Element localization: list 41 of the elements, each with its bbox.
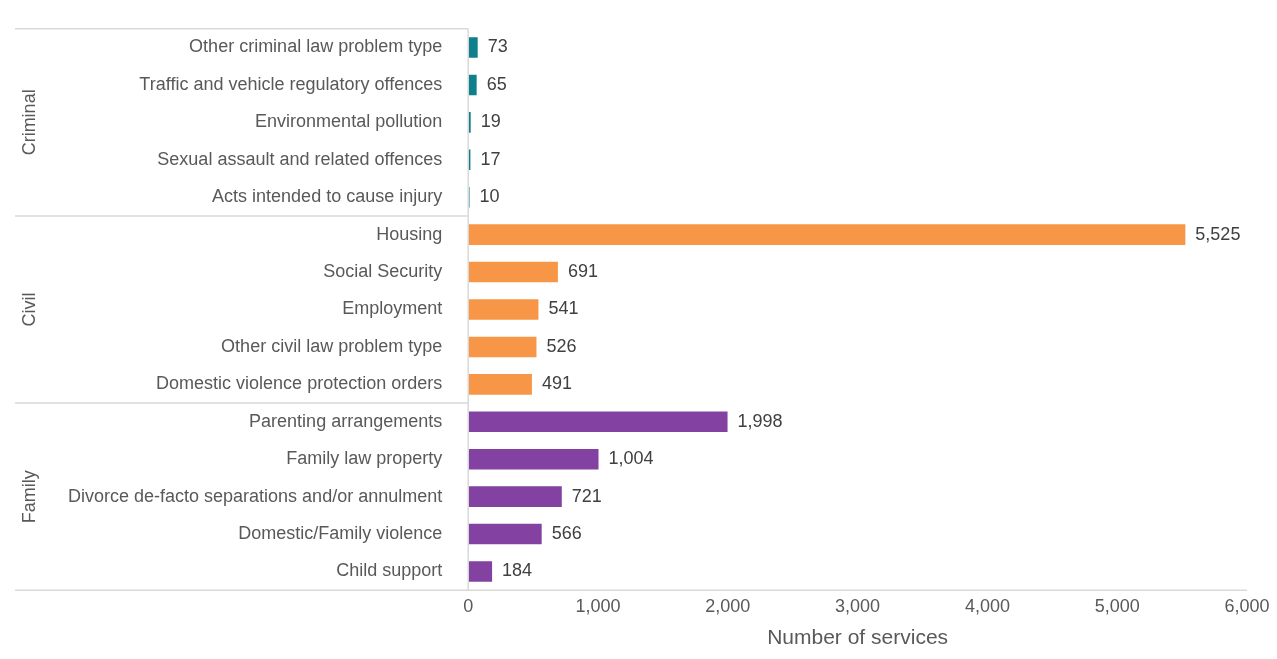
data-label: 73	[487, 36, 508, 57]
data-label: 491	[541, 373, 572, 394]
y-tick-label: Family law property	[286, 448, 443, 469]
y-tick-label: Traffic and vehicle regulatory offences	[139, 73, 443, 94]
data-label: 19	[480, 111, 501, 132]
y-tick-label: Child support	[336, 560, 443, 581]
text: Civil	[18, 292, 39, 327]
y-tick-label: Social Security	[323, 261, 443, 282]
data-label: 721	[571, 485, 602, 506]
x-tick-label: 4,000	[964, 595, 1010, 616]
x-tick-label: 0	[463, 595, 474, 616]
y-tick-label: Divorce de-facto separations and/or annulment	[67, 485, 443, 506]
y-tick-label: Sexual assault and related offences	[157, 148, 443, 169]
x-tick-label: 3,000	[835, 595, 881, 616]
x-axis-title: Number of services	[767, 625, 949, 649]
data-label: 526	[546, 335, 577, 356]
data-label: 5,525	[1195, 223, 1241, 244]
x-tick-label: 5,000	[1094, 595, 1140, 616]
y-tick-label: Housing	[376, 223, 443, 244]
y-tick-label: Parenting arrangements	[249, 410, 443, 431]
data-label: 566	[551, 523, 582, 544]
data-label: 17	[480, 148, 501, 169]
x-tick-label: 6,000	[1224, 595, 1270, 616]
y-tick-label: Domestic violence protection orders	[156, 373, 443, 394]
y-tick-label: Other criminal law problem type	[189, 36, 443, 57]
x-tick-label: 1,000	[575, 595, 621, 616]
y-tick-label: Environmental pollution	[255, 111, 443, 132]
y-tick-label: Domestic/Family violence	[238, 523, 443, 544]
data-label: 1,004	[608, 448, 654, 469]
data-label: 65	[486, 73, 507, 94]
y-tick-label: Other civil law problem type	[221, 335, 443, 356]
data-label: 1,998	[737, 410, 783, 431]
text: Criminal	[18, 89, 39, 156]
text: Family	[18, 470, 39, 524]
y-tick-label: Acts intended to cause injury	[212, 186, 443, 207]
data-label: 10	[479, 186, 500, 207]
data-label: 541	[548, 298, 579, 319]
x-tick-label: 2,000	[705, 595, 751, 616]
data-label: 691	[567, 261, 598, 282]
data-label: 184	[502, 560, 533, 581]
y-tick-label: Employment	[342, 298, 443, 319]
